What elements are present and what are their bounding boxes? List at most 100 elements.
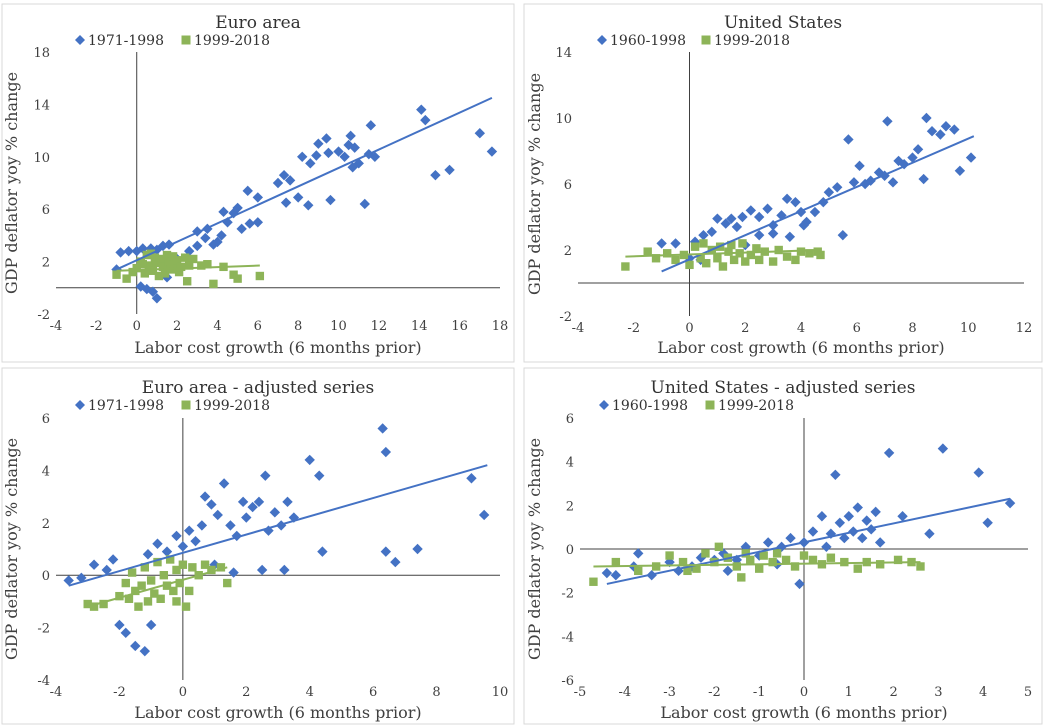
data-point-diamond xyxy=(866,524,877,535)
data-point-diamond xyxy=(130,640,141,652)
data-point-diamond xyxy=(242,185,253,197)
data-point-square xyxy=(159,571,169,580)
data-point-diamond xyxy=(776,210,787,221)
data-point-diamond xyxy=(321,133,332,144)
data-point-diamond xyxy=(848,177,860,188)
data-point-diamond xyxy=(390,556,401,568)
data-point-square xyxy=(122,274,131,283)
data-point-square xyxy=(150,589,159,598)
series-early xyxy=(656,112,977,266)
y-tick-label: -2 xyxy=(561,587,574,602)
data-point-diamond xyxy=(870,506,881,518)
data-point-diamond xyxy=(830,469,841,480)
data-point-diamond xyxy=(317,546,328,557)
data-point-diamond xyxy=(280,197,292,208)
data-point-diamond xyxy=(753,211,765,223)
data-point-diamond xyxy=(139,645,150,657)
x-tick-label: 1 xyxy=(845,685,853,700)
x-tick-label: 10 xyxy=(960,321,977,336)
data-point-diamond xyxy=(192,240,203,252)
x-tick-label: 8 xyxy=(432,685,440,700)
data-point-square xyxy=(200,560,210,569)
data-point-diamond xyxy=(190,535,201,547)
x-tick-label: 2 xyxy=(173,319,181,334)
data-point-square xyxy=(172,565,181,575)
data-point-square xyxy=(816,250,825,260)
data-point-diamond xyxy=(854,160,865,172)
chart-title: Euro area - adjusted series xyxy=(142,378,374,398)
data-point-diamond xyxy=(380,546,392,557)
data-point-square xyxy=(178,560,188,569)
data-point-square xyxy=(181,602,191,611)
legend-label: 1999-2018 xyxy=(194,398,270,414)
x-tick-label: -2 xyxy=(90,319,103,334)
y-tick-label: 6 xyxy=(42,412,50,427)
data-point-square xyxy=(138,260,147,269)
data-point-diamond xyxy=(365,120,377,131)
y-axis-title: GDP deflator yoy % change xyxy=(2,72,21,294)
data-point-square xyxy=(131,586,140,596)
data-point-square xyxy=(772,549,782,558)
data-point-square xyxy=(216,563,226,572)
data-point-square xyxy=(233,274,242,283)
x-tick-label: 2 xyxy=(889,685,897,700)
x-tick-label: 2 xyxy=(242,685,250,700)
data-point-square xyxy=(696,254,705,263)
data-point-square xyxy=(651,254,661,263)
chart-frame xyxy=(1,3,515,363)
data-point-square xyxy=(701,549,710,558)
data-point-square xyxy=(153,557,162,567)
data-point-square xyxy=(713,254,722,263)
data-point-diamond xyxy=(731,221,743,233)
data-point-square xyxy=(99,599,108,609)
data-point-square xyxy=(737,573,746,582)
x-tick-label: 2 xyxy=(741,321,749,336)
data-point-square xyxy=(791,255,800,265)
legend-marker-diamond xyxy=(599,400,609,410)
data-point-square xyxy=(840,557,849,567)
data-point-square xyxy=(718,262,728,271)
chart-panel: United States - adjusted series -5 -4 -3 -2 -… xyxy=(523,367,1043,725)
data-point-square xyxy=(188,563,197,572)
data-point-diamond xyxy=(216,230,227,241)
x-tick-label: -1 xyxy=(753,685,766,700)
data-point-square xyxy=(185,261,194,270)
data-point-square xyxy=(611,557,621,567)
data-point-diamond xyxy=(924,528,935,539)
chart-panel: United States-4 -2 0 2 4 6 8 10 12-2261014Labor … xyxy=(523,3,1043,363)
data-point-diamond xyxy=(209,559,220,570)
y-axis-title: GDP deflator yoy % change xyxy=(525,73,544,295)
data-point-square xyxy=(665,551,674,560)
legend: 1960-1998 1999-2018 xyxy=(599,398,794,414)
y-tick-label: -2 xyxy=(559,310,572,325)
data-point-diamond xyxy=(253,496,265,508)
data-point-square xyxy=(759,551,768,560)
x-tick-label: 18 xyxy=(492,319,509,334)
x-tick-label: 0 xyxy=(133,319,141,334)
data-point-diamond xyxy=(325,194,336,206)
data-point-square xyxy=(223,578,232,588)
x-tick-label: 4 xyxy=(979,685,987,700)
data-point-square xyxy=(174,267,184,277)
data-point-diamond xyxy=(288,512,300,523)
data-point-diamond xyxy=(200,232,211,244)
data-point-diamond xyxy=(282,496,293,508)
data-point-square xyxy=(137,581,146,590)
data-point-diamond xyxy=(241,512,252,523)
data-point-diamond xyxy=(345,130,356,142)
data-point-diamond xyxy=(237,496,249,508)
x-axis-title: Labor cost growth (6 months prior) xyxy=(660,703,947,722)
y-axis-title: GDP deflator yoy % change xyxy=(2,438,21,660)
data-point-diamond xyxy=(861,515,872,526)
data-point-diamond xyxy=(420,114,431,126)
data-point-square xyxy=(143,597,153,606)
data-point-diamond xyxy=(88,559,100,570)
y-tick-label: 14 xyxy=(33,98,50,113)
data-point-diamond xyxy=(63,575,74,586)
data-point-square xyxy=(115,591,124,601)
data-point-diamond xyxy=(965,152,977,163)
data-point-diamond xyxy=(852,502,863,513)
legend-marker-square xyxy=(705,400,715,410)
data-point-diamond xyxy=(377,423,388,434)
legend: 1971-1998 1999-2018 xyxy=(75,398,270,414)
